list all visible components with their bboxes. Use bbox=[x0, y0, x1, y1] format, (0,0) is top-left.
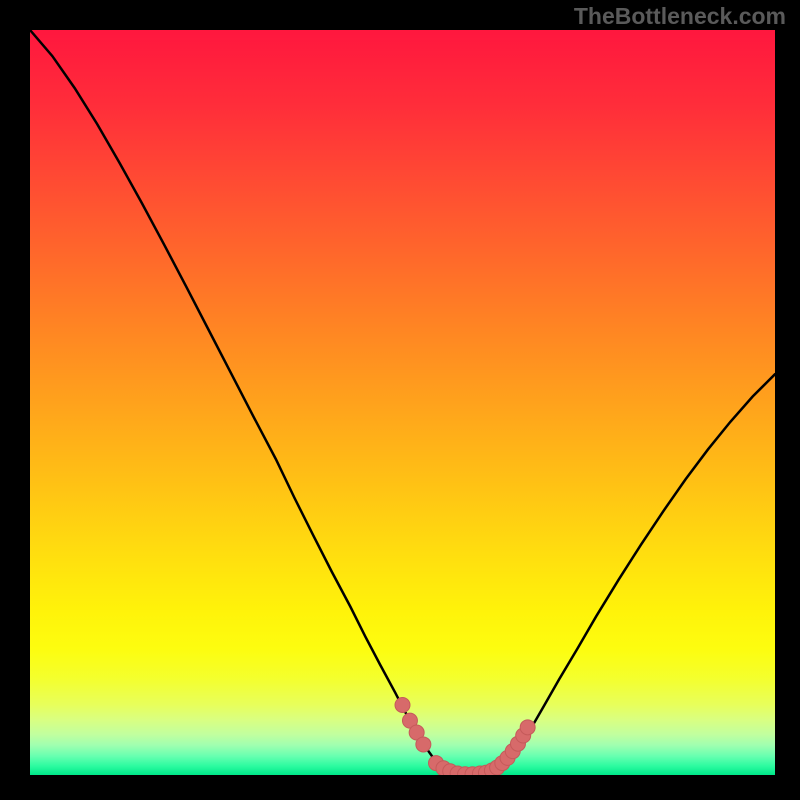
chart-container: TheBottleneck.com bbox=[0, 0, 800, 800]
heatmap-gradient-background bbox=[30, 30, 775, 775]
watermark-text: TheBottleneck.com bbox=[574, 3, 786, 30]
plot-area bbox=[30, 30, 775, 775]
